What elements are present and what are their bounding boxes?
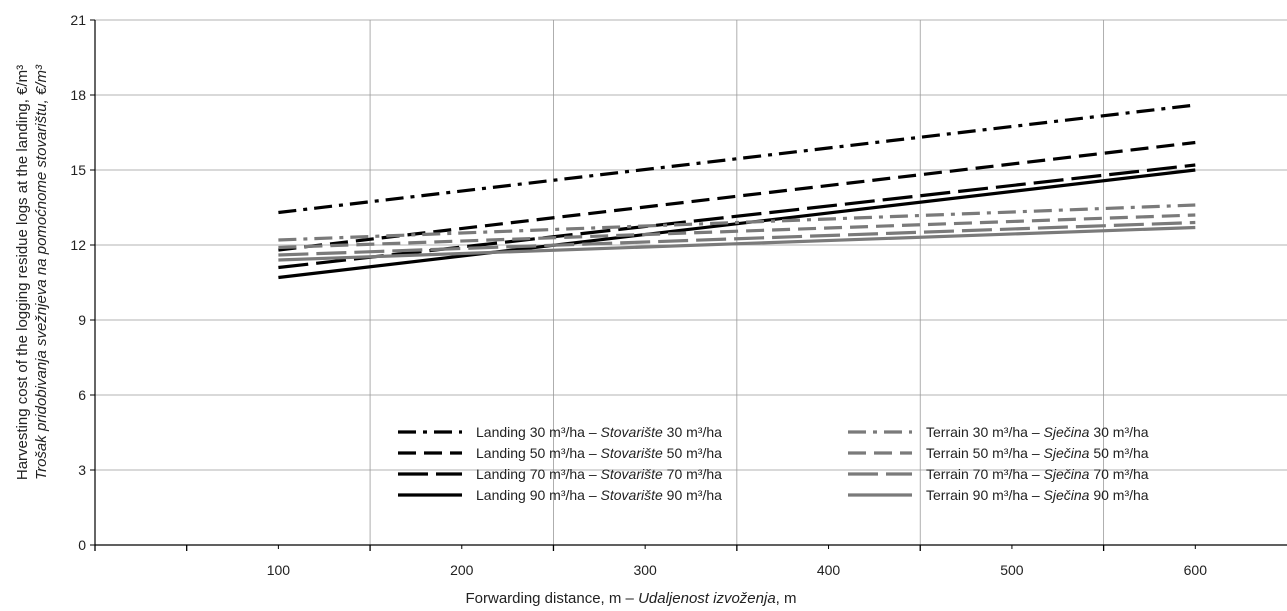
legend-label-part: 90 m³/ha [1089,487,1148,503]
legend-label-part: – [1028,424,1044,440]
legend-label-1: Landing 30 m³/ha – Stovarište 30 m³/ha [476,424,722,440]
legend-label-part: Terrain 50 m³/ha [926,445,1028,461]
y-tick-label: 18 [70,87,86,103]
y-tick-label: 0 [78,537,86,553]
legend-label-part: 50 m³/ha [663,445,722,461]
legend-label-part: Sječina [1044,445,1090,461]
legend-label-4: Landing 90 m³/ha – Stovarište 90 m³/ha [476,487,722,503]
legend-label-part: 70 m³/ha [1089,466,1148,482]
legend-label-part: Stovarište [601,424,663,440]
series-line-5 [278,203,1196,242]
x-axis-title-unit: , m [776,590,797,607]
legend-label-5: Terrain 30 m³/ha – Sječina 30 m³/ha [926,424,1149,440]
y-tick-label: 6 [78,387,86,403]
series-line-7 [278,220,1196,257]
legend-label-part: – [585,466,601,482]
legend: Landing 30 m³/ha – Stovarište 30 m³/haLa… [398,424,1149,503]
axes: 0 3 6 9 12 15 18 21 100 200 300 400 500 600 [70,12,1287,578]
legend-label-part: Sječina [1044,424,1090,440]
series-lines [278,103,1196,280]
x-tick-label: 600 [1184,562,1208,578]
x-axis-title: Forwarding distance, m – Udaljenost izvo… [465,590,796,607]
y-tick-label: 15 [70,162,86,178]
series-line-1 [278,103,1196,215]
x-tick-label: 400 [817,562,841,578]
legend-label-part: Landing 90 m³/ha [476,487,585,503]
y-axis-title-line2: Trošak pridobivanja svežnjeva na pomoćno… [33,64,50,480]
x-tick-label: 500 [1000,562,1024,578]
x-axis-title-translation: Udaljenost izvoženja [638,590,776,607]
series-line-2 [278,140,1196,252]
legend-label-6: Terrain 50 m³/ha – Sječina 50 m³/ha [926,445,1149,461]
legend-label-part: 70 m³/ha [663,466,722,482]
legend-label-3: Landing 70 m³/ha – Stovarište 70 m³/ha [476,466,722,482]
legend-label-part: Sječina [1044,466,1090,482]
y-tick-label: 12 [70,237,86,253]
legend-label-2: Landing 50 m³/ha – Stovarište 50 m³/ha [476,445,722,461]
legend-label-part: Stovarište [601,487,663,503]
y-tick-label: 21 [70,12,86,28]
legend-label-part: Stovarište [601,445,663,461]
legend-label-part: – [1028,445,1044,461]
x-axis-title-main: Forwarding distance, m [465,590,621,607]
legend-label-part: Landing 50 m³/ha [476,445,585,461]
x-axis-title-sep: – [621,590,638,607]
legend-label-part: 50 m³/ha [1089,445,1148,461]
legend-label-part: Landing 30 m³/ha [476,424,585,440]
x-tick-label: 200 [450,562,474,578]
legend-label-part: Terrain 70 m³/ha [926,466,1028,482]
x-tick-label: 300 [633,562,657,578]
legend-label-part: Landing 70 m³/ha [476,466,585,482]
legend-label-part: – [1028,466,1044,482]
y-tick-label: 3 [78,462,86,478]
x-tick-label: 100 [267,562,291,578]
legend-label-part: Stovarište [601,466,663,482]
legend-label-part: 30 m³/ha [1089,424,1148,440]
legend-label-part: – [585,445,601,461]
y-axis-title-line1: Harvesting cost of the logging residue l… [14,65,31,480]
legend-label-part: Terrain 90 m³/ha [926,487,1028,503]
legend-label-part: Terrain 30 m³/ha [926,424,1028,440]
legend-label-part: – [585,487,601,503]
legend-label-8: Terrain 90 m³/ha – Sječina 90 m³/ha [926,487,1149,503]
legend-label-part: 90 m³/ha [663,487,722,503]
y-tick-label: 9 [78,312,86,328]
legend-label-part: 30 m³/ha [663,424,722,440]
legend-label-part: – [1028,487,1044,503]
legend-label-part: – [585,424,601,440]
series-line-6 [278,213,1196,250]
legend-label-7: Terrain 70 m³/ha – Sječina 70 m³/ha [926,466,1149,482]
series-line-8 [278,225,1196,262]
legend-label-part: Sječina [1044,487,1090,503]
